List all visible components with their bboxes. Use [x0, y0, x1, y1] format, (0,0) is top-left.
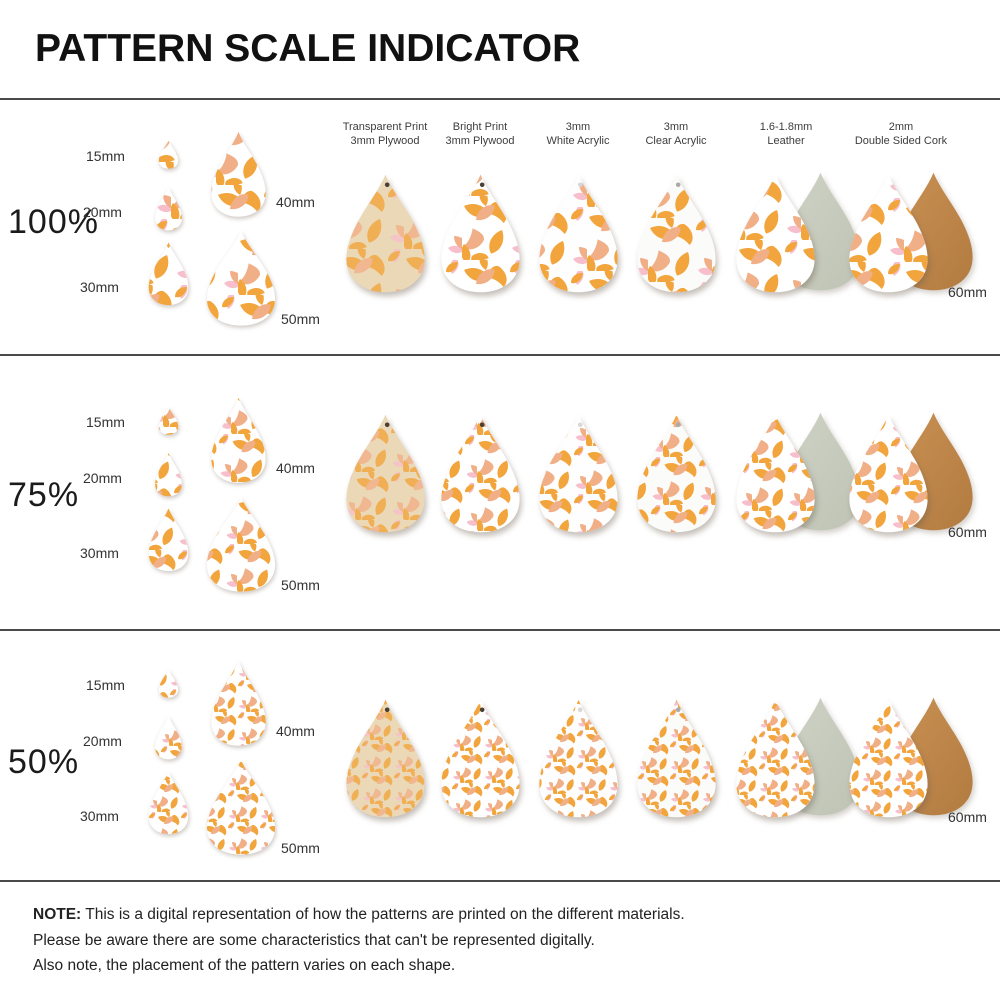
size-label: 40mm: [276, 723, 315, 739]
header: PATTERN SCALE INDICATOR: [0, 0, 1000, 100]
material-header-cork: 2mm Double Sided Cork: [826, 120, 976, 148]
drop-60mm-acrylic_white: [539, 414, 618, 533]
drop-50mm: [206, 231, 276, 326]
size-label: 15mm: [86, 677, 125, 693]
size-label: 30mm: [80, 808, 119, 824]
drop-60mm-leather-front: [736, 414, 815, 533]
drop-60mm-cork-front: [849, 699, 928, 818]
size-label: 15mm: [86, 148, 125, 164]
size-label: 50mm: [281, 840, 320, 856]
hanging-hole: [577, 182, 583, 188]
hanging-hole: [479, 422, 485, 428]
drop-60mm-acrylic_clear: [637, 414, 716, 533]
size-label: 50mm: [281, 311, 320, 327]
drop-60mm-plywood_transparent: [346, 699, 425, 818]
scale-row-50: 50% 15mm 20mm 30mm 40mm 50mm 60mm: [0, 631, 1000, 882]
material-header-plywood_transparent: Transparent Print 3mm Plywood: [310, 120, 460, 148]
drop-50mm: [206, 497, 276, 592]
drop-60mm-plywood_bright: [441, 174, 520, 293]
material-header-line1: 2mm: [888, 121, 914, 133]
note-section: NOTE: This is a digital representation o…: [0, 882, 1000, 979]
material-header-acrylic_clear: 3mm Clear Acrylic: [601, 120, 751, 148]
drop-60mm-cork-front: [849, 174, 928, 293]
page-title: PATTERN SCALE INDICATOR: [35, 27, 581, 70]
drop-15mm: [158, 140, 179, 169]
material-header-line2: Leather: [767, 135, 805, 147]
main-size-label: 60mm: [948, 524, 987, 540]
drop-20mm: [155, 452, 182, 497]
note-line-3: Also note, the placement of the pattern …: [33, 957, 456, 974]
size-label: 20mm: [83, 204, 122, 220]
scale-label: 100%: [8, 203, 99, 241]
note-line-2: Please be aware there are some character…: [33, 931, 595, 949]
drop-60mm-plywood_transparent: [346, 174, 425, 293]
size-label: 15mm: [86, 414, 125, 430]
material-header-line2: 3mm Plywood: [445, 135, 515, 147]
size-label: 50mm: [281, 577, 320, 593]
hanging-hole: [675, 422, 681, 428]
note-text-1: This is a digital representation of how …: [85, 906, 685, 923]
main-size-label: 60mm: [948, 809, 987, 825]
size-label: 40mm: [276, 460, 315, 476]
material-header-plywood_bright: Bright Print 3mm Plywood: [405, 120, 555, 148]
material-header-line2: White Acrylic: [546, 135, 610, 147]
drop-60mm-plywood_bright: [441, 699, 520, 818]
size-label: 20mm: [83, 470, 122, 486]
material-header-line1: 1.6-1.8mm: [759, 121, 813, 133]
material-header-line1: 3mm: [565, 121, 591, 133]
drop-60mm-plywood_transparent: [346, 414, 425, 533]
note-line-1: NOTE: This is a digital representation o…: [33, 902, 1000, 928]
drop-50mm: [206, 760, 276, 855]
material-header-line2: Clear Acrylic: [645, 135, 707, 147]
hanging-hole: [479, 182, 485, 188]
drop-30mm: [148, 771, 189, 835]
hanging-hole: [479, 707, 485, 713]
drop-30mm: [148, 242, 189, 306]
main-size-label: 60mm: [948, 284, 987, 300]
material-header-line2: Double Sided Cork: [854, 135, 948, 147]
drop-60mm-leather-front: [736, 174, 815, 293]
scale-rows: 100% Transparent Print 3mm Plywood Bright P…: [0, 100, 1000, 882]
drop-60mm-leather-front: [736, 699, 815, 818]
size-label: 20mm: [83, 733, 122, 749]
drop-60mm-acrylic_white: [539, 699, 618, 818]
drop-60mm-acrylic_clear: [637, 174, 716, 293]
drop-60mm-plywood_bright: [441, 414, 520, 533]
hanging-hole: [577, 707, 583, 713]
hanging-hole: [675, 182, 681, 188]
drop-20mm: [155, 186, 182, 231]
note-label: NOTE:: [33, 906, 82, 923]
size-label: 30mm: [80, 279, 119, 295]
drop-15mm: [158, 406, 179, 435]
material-header-line1: Bright Print: [452, 121, 508, 133]
drop-40mm: [211, 131, 266, 217]
hanging-hole: [577, 422, 583, 428]
scale-row-100: 100% Transparent Print 3mm Plywood Bright P…: [0, 100, 1000, 356]
material-header-acrylic_white: 3mm White Acrylic: [503, 120, 653, 148]
material-header-line1: Transparent Print: [342, 121, 428, 133]
hanging-hole: [384, 422, 390, 428]
hanging-hole: [384, 182, 390, 188]
drop-30mm: [148, 508, 189, 572]
drop-20mm: [155, 715, 182, 760]
drop-60mm-cork-front: [849, 414, 928, 533]
size-label: 30mm: [80, 545, 119, 561]
hanging-hole: [675, 707, 681, 713]
material-header-line1: 3mm: [663, 121, 689, 133]
drop-60mm-acrylic_white: [539, 174, 618, 293]
drop-40mm: [211, 660, 266, 746]
scale-label: 75%: [8, 476, 80, 514]
drop-60mm-acrylic_clear: [637, 699, 716, 818]
drop-40mm: [211, 397, 266, 483]
drop-15mm: [158, 669, 179, 698]
scale-label: 50%: [8, 743, 80, 781]
scale-row-75: 75% 15mm 20mm 30mm 40mm 50mm 60mm: [0, 356, 1000, 631]
hanging-hole: [384, 707, 390, 713]
material-header-leather: 1.6-1.8mm Leather: [711, 120, 861, 148]
size-label: 40mm: [276, 194, 315, 210]
material-header-line2: 3mm Plywood: [350, 135, 420, 147]
